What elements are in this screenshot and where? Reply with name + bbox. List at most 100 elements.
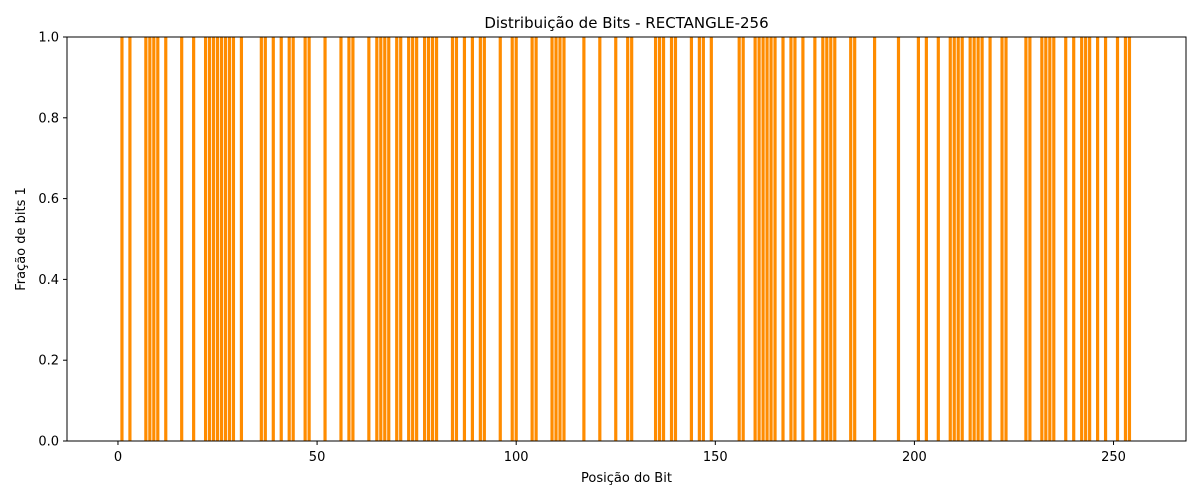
- bar-bit-222: [1000, 37, 1004, 441]
- plot-frame: [66, 36, 1187, 442]
- bar-bit-104: [530, 37, 534, 441]
- bar-bit-223: [1004, 37, 1008, 441]
- bar-bit-25: [215, 37, 220, 441]
- bar-bit-43: [287, 37, 291, 441]
- y-tick-label: 0.2: [38, 354, 59, 369]
- bar-bit-156: [737, 37, 741, 441]
- bar-bit-58: [347, 37, 351, 441]
- bar-bit-135: [653, 37, 658, 441]
- bar-bit-136: [657, 37, 662, 441]
- bar-bit-12: [164, 37, 168, 441]
- bars-group: [120, 37, 1132, 441]
- x-tick-label: 50: [309, 450, 326, 465]
- bar-bit-254: [1127, 37, 1132, 441]
- bar-bit-70: [395, 37, 399, 441]
- bar-bit-162: [761, 37, 765, 441]
- bar-bit-169: [789, 37, 793, 441]
- bar-bit-228: [1024, 37, 1028, 441]
- y-tick-label: 0.0: [38, 435, 59, 450]
- bar-bit-74: [411, 37, 415, 441]
- bar-bit-117: [582, 37, 586, 441]
- bar-bit-129: [630, 37, 634, 441]
- bar-bit-179: [829, 37, 833, 441]
- x-tick-label: 150: [703, 450, 728, 465]
- bar-bit-29: [231, 37, 236, 441]
- bar-bit-144: [689, 37, 694, 441]
- bar-bit-1: [120, 37, 124, 441]
- bar-bit-149: [709, 37, 713, 441]
- y-tick-label: 1.0: [38, 31, 59, 46]
- y-tick-label: 0.6: [38, 192, 59, 207]
- bar-bit-87: [462, 37, 467, 441]
- x-tick-label: 0: [114, 450, 122, 465]
- bar-bit-100: [514, 37, 518, 441]
- bar-bit-190: [873, 37, 877, 441]
- bar-bit-31: [239, 37, 244, 441]
- bar-bit-209: [948, 37, 952, 441]
- bar-bit-27: [223, 37, 228, 441]
- bar-bit-184: [849, 37, 853, 441]
- bar-bit-147: [701, 37, 705, 441]
- bar-bit-109: [550, 37, 554, 441]
- bar-bit-164: [769, 37, 773, 441]
- x-tick-label: 200: [902, 450, 927, 465]
- bar-bit-65: [375, 37, 379, 441]
- bar-bit-44: [291, 37, 295, 441]
- bar-bit-175: [813, 37, 817, 441]
- bar-bit-161: [757, 37, 761, 441]
- bar-bit-139: [669, 37, 674, 441]
- bar-bit-73: [407, 37, 411, 441]
- bar-bit-125: [614, 37, 618, 441]
- bar-bit-8: [148, 37, 152, 441]
- bar-bit-167: [781, 37, 785, 441]
- y-tick-label: 0.4: [38, 273, 59, 288]
- bar-bit-77: [423, 37, 427, 441]
- bar-bit-128: [626, 37, 630, 441]
- x-tick-label: 100: [504, 450, 529, 465]
- bar-bit-7: [144, 37, 148, 441]
- bar-bit-99: [510, 37, 514, 441]
- bar-bit-238: [1064, 37, 1068, 441]
- bar-bit-251: [1115, 37, 1120, 441]
- bar-bit-67: [383, 37, 387, 441]
- bar-bit-242: [1080, 37, 1084, 441]
- bar-bit-56: [339, 37, 343, 441]
- bar-bit-85: [454, 37, 459, 441]
- bar-bit-172: [801, 37, 805, 441]
- bar-bit-91: [478, 37, 482, 441]
- bar-bit-214: [968, 37, 972, 441]
- x-tick-label: 250: [1101, 450, 1126, 465]
- bar-bit-210: [952, 37, 956, 441]
- bar-bit-229: [1028, 37, 1032, 441]
- bar-bit-177: [821, 37, 825, 441]
- bar-bit-234: [1048, 37, 1052, 441]
- bar-bit-160: [753, 37, 757, 441]
- x-axis-label: Posição do Bit: [581, 471, 672, 486]
- bar-bit-140: [673, 37, 678, 441]
- bar-bit-211: [956, 37, 960, 441]
- bar-bit-219: [988, 37, 992, 441]
- bar-bit-203: [924, 37, 928, 441]
- bar-bit-165: [773, 37, 777, 441]
- bar-bit-66: [379, 37, 383, 441]
- bar-bit-111: [558, 37, 562, 441]
- bar-bit-157: [741, 37, 745, 441]
- bar-bit-121: [598, 37, 602, 441]
- bar-bit-105: [534, 37, 538, 441]
- bar-bit-233: [1044, 37, 1048, 441]
- bar-bit-170: [793, 37, 797, 441]
- bar-bit-201: [916, 37, 920, 441]
- bar-bit-75: [415, 37, 419, 441]
- x-ticks: 0 50 100 150 200 250: [114, 441, 1126, 465]
- bar-bit-246: [1096, 37, 1100, 441]
- bar-bit-3: [128, 37, 132, 441]
- bar-bit-216: [976, 37, 980, 441]
- bar-bit-112: [562, 37, 566, 441]
- bar-bit-206: [936, 37, 940, 441]
- bar-bit-240: [1072, 37, 1076, 441]
- bar-bit-232: [1040, 37, 1044, 441]
- bar-bit-59: [351, 37, 355, 441]
- y-ticks: 0.0 0.2 0.4 0.6 0.8 1.0: [38, 31, 67, 450]
- bar-bit-24: [211, 37, 216, 441]
